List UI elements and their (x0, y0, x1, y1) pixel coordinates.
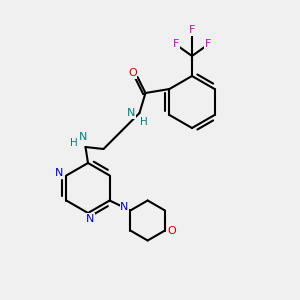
Text: O: O (128, 68, 137, 78)
Text: F: F (205, 39, 211, 49)
Text: H: H (70, 138, 77, 148)
Text: F: F (173, 39, 179, 49)
Text: N: N (86, 214, 94, 224)
Text: F: F (189, 25, 195, 35)
Text: H: H (140, 117, 147, 127)
Text: O: O (168, 226, 176, 236)
Text: N: N (79, 132, 88, 142)
Text: N: N (55, 169, 64, 178)
Text: N: N (120, 202, 128, 212)
Text: N: N (127, 108, 136, 118)
